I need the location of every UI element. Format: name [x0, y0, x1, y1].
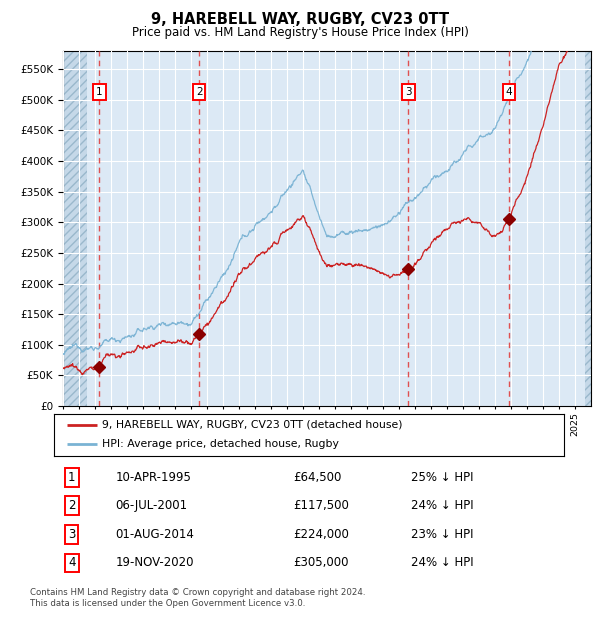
Text: 10-APR-1995: 10-APR-1995 [115, 471, 191, 484]
Text: £224,000: £224,000 [294, 528, 350, 541]
Text: Contains HM Land Registry data © Crown copyright and database right 2024.: Contains HM Land Registry data © Crown c… [30, 588, 365, 597]
Text: £305,000: £305,000 [294, 557, 349, 569]
Text: 25% ↓ HPI: 25% ↓ HPI [411, 471, 473, 484]
Text: 4: 4 [506, 87, 512, 97]
Text: Price paid vs. HM Land Registry's House Price Index (HPI): Price paid vs. HM Land Registry's House … [131, 26, 469, 39]
Text: 19-NOV-2020: 19-NOV-2020 [115, 557, 194, 569]
Text: 06-JUL-2001: 06-JUL-2001 [115, 500, 187, 512]
Text: 1: 1 [68, 471, 76, 484]
Text: 24% ↓ HPI: 24% ↓ HPI [411, 500, 473, 512]
Text: 2: 2 [68, 500, 76, 512]
Text: £64,500: £64,500 [294, 471, 342, 484]
Text: 9, HAREBELL WAY, RUGBY, CV23 0TT (detached house): 9, HAREBELL WAY, RUGBY, CV23 0TT (detach… [103, 420, 403, 430]
Text: 24% ↓ HPI: 24% ↓ HPI [411, 557, 473, 569]
Text: 3: 3 [68, 528, 76, 541]
Text: 01-AUG-2014: 01-AUG-2014 [115, 528, 194, 541]
Text: £117,500: £117,500 [294, 500, 350, 512]
Text: 9, HAREBELL WAY, RUGBY, CV23 0TT: 9, HAREBELL WAY, RUGBY, CV23 0TT [151, 12, 449, 27]
Text: 4: 4 [68, 557, 76, 569]
Text: 2: 2 [196, 87, 202, 97]
Text: This data is licensed under the Open Government Licence v3.0.: This data is licensed under the Open Gov… [30, 599, 305, 608]
Text: 1: 1 [96, 87, 103, 97]
Bar [584, 51, 591, 406]
Text: HPI: Average price, detached house, Rugby: HPI: Average price, detached house, Rugb… [103, 440, 340, 450]
Bar [63, 51, 87, 406]
Text: 3: 3 [405, 87, 412, 97]
Text: 23% ↓ HPI: 23% ↓ HPI [411, 528, 473, 541]
